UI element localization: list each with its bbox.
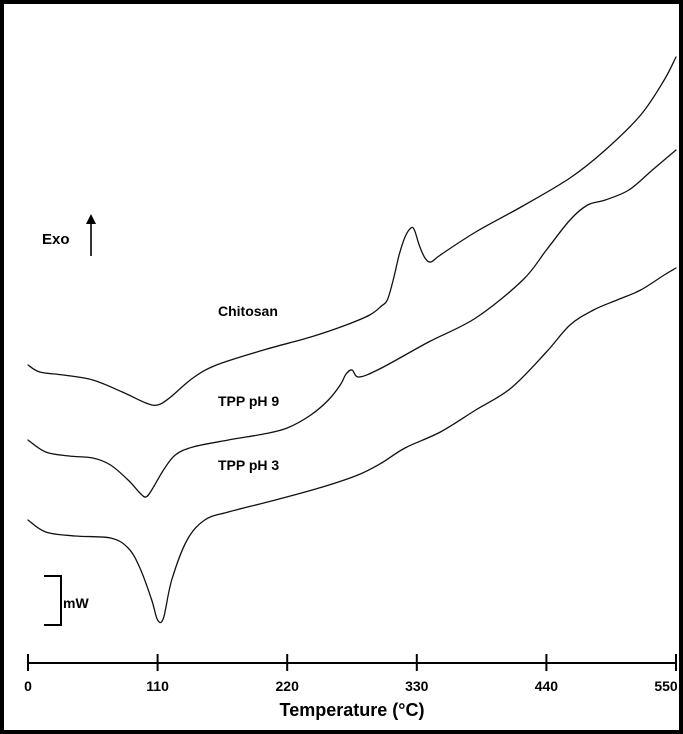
x-tick-label-440: 440: [535, 678, 559, 694]
curve-label-tpp-ph3: TPP pH 3: [218, 457, 279, 473]
x-ticks-group: 0 110 220 330 440 550: [24, 654, 678, 694]
exo-arrow-icon: [86, 214, 96, 224]
x-tick-label-0: 0: [24, 678, 32, 694]
scale-bar: [44, 575, 62, 626]
exo-label: Exo: [42, 231, 70, 248]
x-tick-label-110: 110: [146, 678, 169, 694]
x-tick-label-330: 330: [405, 678, 429, 694]
x-axis-label: Temperature (°C): [280, 700, 425, 720]
x-tick-label-220: 220: [276, 678, 300, 694]
curve-label-tpp-ph9: TPP pH 9: [218, 393, 279, 409]
curve-label-chitosan: Chitosan: [218, 303, 278, 319]
scale-bar-label: mW: [63, 595, 89, 611]
x-tick-label-550: 550: [654, 678, 678, 694]
curve-tpp-ph-9: [27, 149, 677, 498]
curves-group: [27, 56, 677, 624]
curve-tpp-ph-3: [27, 267, 677, 624]
curve-chitosan: [27, 56, 677, 406]
